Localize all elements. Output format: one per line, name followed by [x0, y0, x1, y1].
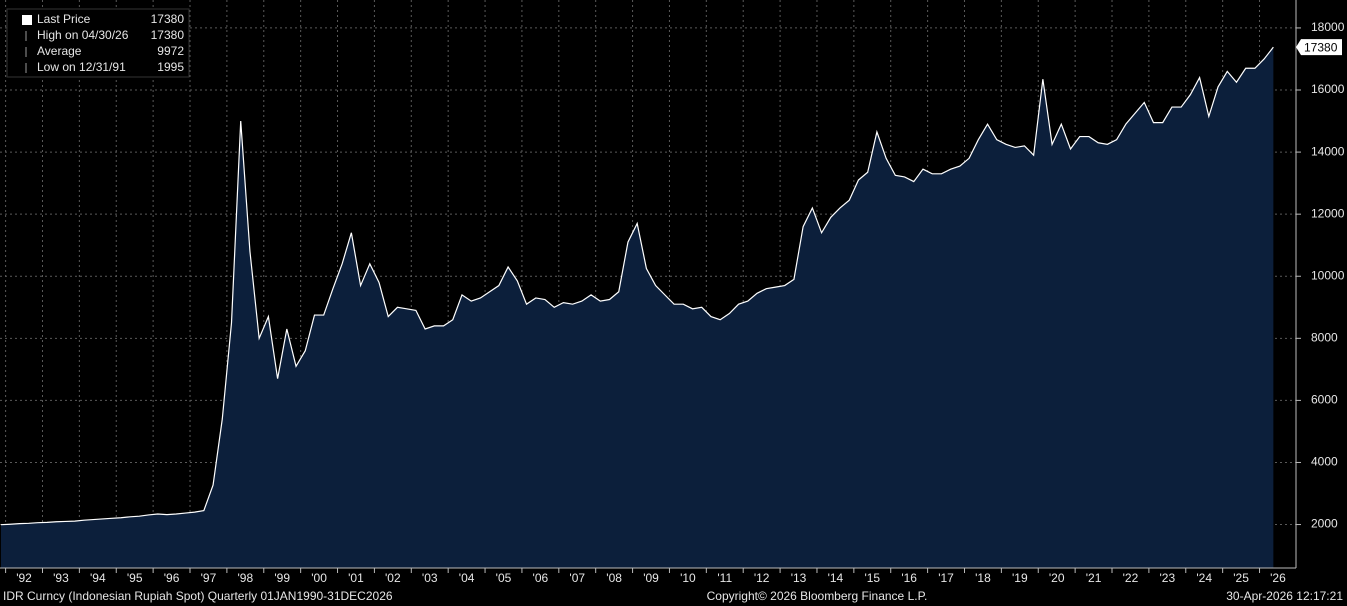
- plot-area: [0, 0, 1296, 568]
- legend-value: 9972: [157, 44, 184, 58]
- y-tick-label: 4000: [1311, 455, 1338, 469]
- x-tick-label: '96: [164, 571, 180, 585]
- y-tick-label: 8000: [1311, 330, 1338, 344]
- footer-left: IDR Curncy (Indonesian Rupiah Spot) Quar…: [3, 589, 393, 603]
- x-tick-label: '20: [1049, 571, 1065, 585]
- line: [0, 46, 1274, 526]
- legend-value: 17380: [151, 28, 185, 42]
- x-tick-label: '12: [754, 571, 770, 585]
- y-tick-label: 6000: [1311, 393, 1338, 407]
- legend-name: Last Price: [37, 12, 91, 26]
- legend-value: 1995: [157, 60, 184, 74]
- legend-name: Low on 12/31/91: [37, 60, 126, 74]
- x-tick-label: '18: [975, 571, 991, 585]
- y-tick-label: 2000: [1311, 517, 1338, 531]
- legend: Last Price 17380 High on 04/30/26 17380 Aver…: [6, 8, 190, 78]
- x-tick-label: '13: [791, 571, 807, 585]
- x-tick-label: '08: [606, 571, 622, 585]
- x-tick-label: '01: [348, 571, 364, 585]
- area: [1, 47, 1274, 568]
- last-value-tag: [1296, 39, 1342, 56]
- x-tick-label: '94: [90, 571, 106, 585]
- x-tick-label: '97: [201, 571, 217, 585]
- x-tick-label: '24: [1196, 571, 1212, 585]
- x-tick-label: '10: [680, 571, 696, 585]
- footer-right: 30-Apr-2026 12:17:21: [1226, 589, 1343, 603]
- y-tick-label: 18000: [1311, 20, 1345, 34]
- x-tick-label: '16: [901, 571, 917, 585]
- y-tick-label: 14000: [1311, 144, 1345, 158]
- y-tick-label: 16000: [1311, 82, 1345, 96]
- x-tick-label: '93: [53, 571, 69, 585]
- x-tick-label: '04: [459, 571, 475, 585]
- x-tick-label: '19: [1012, 571, 1028, 585]
- footer-center: Copyright© 2026 Bloomberg Finance L.P.: [707, 589, 928, 603]
- x-tick-label: '03: [422, 571, 438, 585]
- x-tick-label: '14: [828, 571, 844, 585]
- x-tick-label: '07: [569, 571, 585, 585]
- legend-box: [6, 8, 190, 78]
- x-tick-label: '25: [1233, 571, 1249, 585]
- x-tick-label: '95: [127, 571, 143, 585]
- x-tick-label: '05: [496, 571, 512, 585]
- x-tick-label: '98: [238, 571, 254, 585]
- legend-name: Average: [37, 44, 82, 58]
- x-tick-label: '06: [533, 571, 549, 585]
- x-tick-label: '09: [643, 571, 659, 585]
- x-tick-label: '92: [16, 571, 32, 585]
- x-tick-label: '00: [311, 571, 327, 585]
- legend-value: 17380: [151, 12, 185, 26]
- y-tick-label: 10000: [1311, 268, 1345, 282]
- x-tick-label: '26: [1270, 571, 1286, 585]
- y-tick-label: 12000: [1311, 206, 1345, 220]
- last-value-label: 17380: [1304, 40, 1338, 54]
- x-tick-label: '22: [1123, 571, 1139, 585]
- x-tick-label: '99: [274, 571, 290, 585]
- x-tick-label: '02: [385, 571, 401, 585]
- x-tick-label: '15: [864, 571, 880, 585]
- x-tick-label: '11: [717, 571, 732, 585]
- legend-swatch: [22, 15, 32, 25]
- legend-name: High on 04/30/26: [37, 28, 129, 42]
- x-tick-label: '21: [1086, 571, 1102, 585]
- x-tick-label: '17: [938, 571, 954, 585]
- x-tick-label: '23: [1160, 571, 1176, 585]
